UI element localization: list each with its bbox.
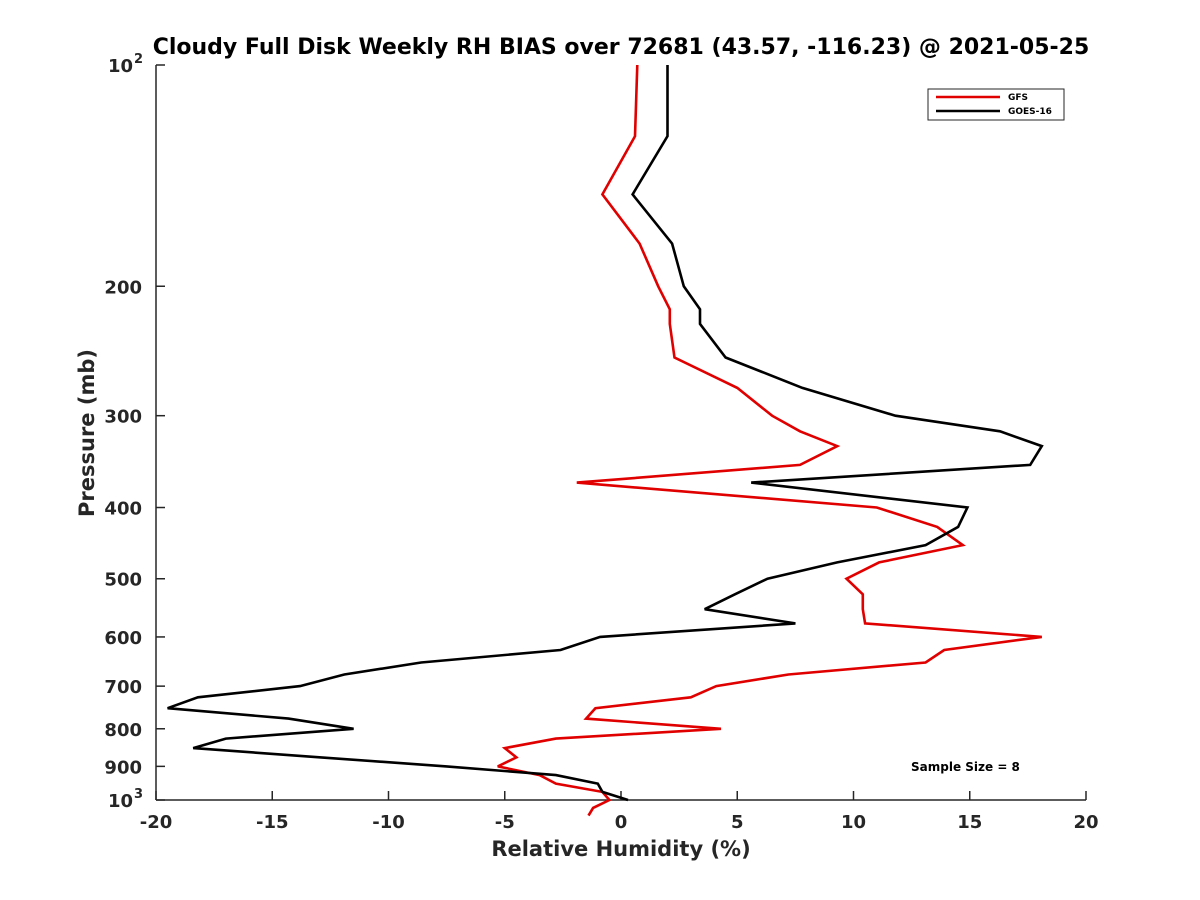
y-tick-label: 400 xyxy=(104,499,142,520)
y-tick-label: 10 xyxy=(108,56,133,77)
legend-label-goes16: GOES-16 xyxy=(1008,107,1052,117)
x-tick-label: -20 xyxy=(140,812,173,833)
y-tick-label: 10 xyxy=(108,791,133,812)
y-tick-label: 500 xyxy=(104,570,142,591)
x-tick-label: 15 xyxy=(957,812,982,833)
y-axis-label: Pressure (mb) xyxy=(75,349,99,517)
series-layer xyxy=(167,64,1044,817)
y-tick-label: 200 xyxy=(104,277,142,298)
sample-size-annotation: Sample Size = 8 xyxy=(911,760,1020,774)
y-tick-label: 700 xyxy=(104,677,142,698)
y-tick-label: 300 xyxy=(104,407,142,428)
y-tick-label: 600 xyxy=(104,628,142,649)
x-axis-ticks: -20 -15 -10 -5 0 5 10 15 20 xyxy=(140,791,1099,833)
x-tick-label: 10 xyxy=(841,812,866,833)
x-axis-label: Relative Humidity (%) xyxy=(491,837,750,861)
legend-box xyxy=(927,88,1065,121)
y-tick-label: 800 xyxy=(104,720,142,741)
y-tick-label: 900 xyxy=(104,757,142,778)
x-tick-label: 20 xyxy=(1073,812,1098,833)
x-tick-label: -10 xyxy=(372,812,405,833)
legend: GFS GOES-16 xyxy=(927,88,1065,121)
x-tick-label: -5 xyxy=(495,812,515,833)
chart-title: Cloudy Full Disk Weekly RH BIAS over 726… xyxy=(153,35,1090,60)
x-tick-label: 0 xyxy=(615,812,628,833)
series-line-goes-16 xyxy=(167,65,1044,802)
x-tick-label: -15 xyxy=(256,812,289,833)
y-tick-exponent: 3 xyxy=(134,787,143,802)
x-tick-label: 5 xyxy=(731,812,744,833)
y-tick-exponent: 2 xyxy=(134,52,143,67)
plot-area xyxy=(155,65,1086,801)
series-line-gfs xyxy=(497,64,1042,817)
legend-label-gfs: GFS xyxy=(1008,93,1028,103)
